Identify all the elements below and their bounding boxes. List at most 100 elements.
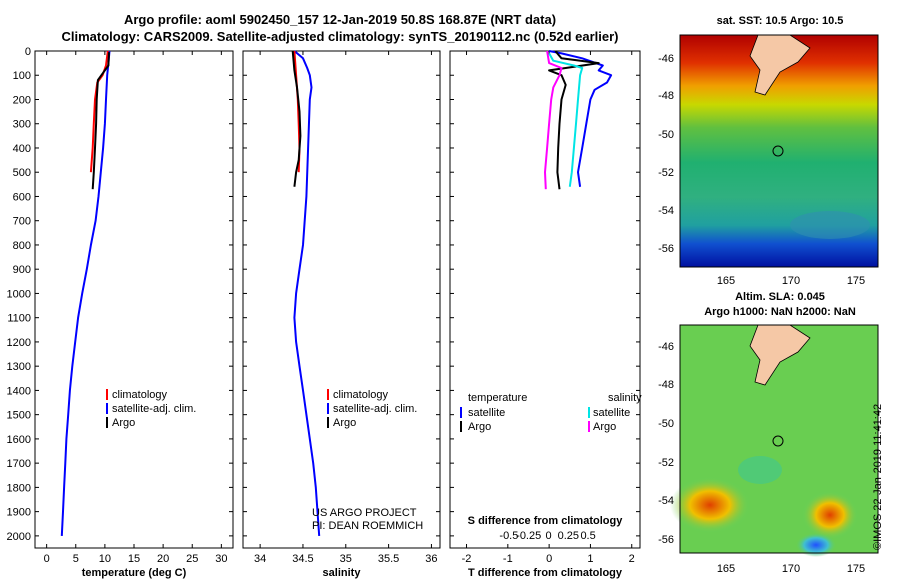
series-line <box>60 50 111 536</box>
legend-title: temperature <box>468 392 527 404</box>
sst-lat-tick: -50 <box>658 129 674 141</box>
plot-frame <box>34 50 234 549</box>
sst-float-marker <box>772 145 784 157</box>
series-line <box>544 50 563 190</box>
y-tick-label: 0 <box>25 46 31 58</box>
sst-lon-tick: 165 <box>717 275 735 287</box>
sst-lat-tick: -56 <box>658 243 674 255</box>
legend-label: satellite <box>593 407 630 419</box>
y-tick-label: 2000 <box>7 531 31 543</box>
x-tick-label: 25 <box>186 553 198 565</box>
y-tick-label: 1700 <box>7 458 31 470</box>
sst-lat-tick: -48 <box>658 90 674 102</box>
plot-frame <box>449 50 641 549</box>
sla-lat-tick: -50 <box>658 418 674 430</box>
x-tick-label: 5 <box>73 553 79 565</box>
sst-map-title: sat. SST: 10.5 Argo: 10.5 <box>716 15 844 27</box>
x-axis-label-2: S difference from climatology <box>468 515 624 527</box>
x2-tick-label: 0.25 <box>558 530 579 542</box>
y-tick-label: 500 <box>13 167 31 179</box>
x-tick-label: -1 <box>503 553 513 565</box>
legend-label: satellite <box>468 407 505 419</box>
y-tick-label: 100 <box>13 70 31 82</box>
satellite-maps: -46 -48 -50 -52 -54 -56 165 170 175 -46 … <box>658 34 879 575</box>
x-tick-label: 20 <box>157 553 169 565</box>
series-line <box>89 50 109 173</box>
sla-lon-tick: 170 <box>782 563 800 575</box>
y-tick-label: 400 <box>13 143 31 155</box>
sst-lon-ticks: 165 170 175 <box>717 275 865 287</box>
sla-lon-tick: 165 <box>717 563 735 575</box>
legend-label: climatology <box>333 389 389 401</box>
legend-label: climatology <box>112 389 168 401</box>
sst-lat-tick: -54 <box>658 205 674 217</box>
x2-tick-label: 0 <box>545 530 551 542</box>
x-tick-label: 34.5 <box>292 553 313 565</box>
series-line <box>293 50 321 536</box>
sla-lat-tick: -48 <box>658 379 674 391</box>
x-tick-label: -2 <box>462 553 472 565</box>
series-line <box>548 50 613 187</box>
x-tick-label: 1 <box>587 553 593 565</box>
title-line-2: Climatology: CARS2009. Satellite-adjuste… <box>61 29 619 44</box>
sst-map <box>679 34 879 268</box>
y-tick-label: 1100 <box>7 313 31 325</box>
legend-label: Argo <box>593 421 616 433</box>
plot-frame <box>242 50 441 549</box>
x-tick-label: 0 <box>44 553 50 565</box>
y-tick-label: 1800 <box>7 482 31 494</box>
legend-label: Argo <box>333 417 356 429</box>
sla-map <box>670 324 879 557</box>
x-tick-label: 10 <box>99 553 111 565</box>
sla-lon-ticks: 165 170 175 <box>717 563 865 575</box>
sla-lat-tick: -46 <box>658 341 674 353</box>
sla-float-marker <box>772 435 784 447</box>
sla-lat-ticks: -46 -48 -50 -52 -54 -56 <box>658 341 674 546</box>
sla-lat-tick: -52 <box>658 457 674 469</box>
x-tick-label: 34 <box>254 553 266 565</box>
series-line <box>291 50 302 187</box>
y-tick-label: 1400 <box>7 385 31 397</box>
y-tick-label: 1600 <box>7 434 31 446</box>
legend-label: Argo <box>468 421 491 433</box>
y-tick-label: 1900 <box>7 507 31 519</box>
legend-label: satellite-adj. clim. <box>333 403 417 415</box>
pi-credit: PI: DEAN ROEMMICH <box>312 520 424 532</box>
legend-title: salinity <box>608 392 642 404</box>
x-tick-label: 30 <box>215 553 227 565</box>
project-credit: US ARGO PROJECT <box>312 507 417 519</box>
imos-timestamp: ©IMOS 22-Jan-2019 11:41:42 <box>872 403 884 550</box>
sst-lon-tick: 170 <box>782 275 800 287</box>
x-tick-label: 35.5 <box>378 553 399 565</box>
legend-label: Argo <box>112 417 135 429</box>
x-axis-label: temperature (deg C) <box>82 567 187 579</box>
x2-tick-label: -0.25 <box>516 530 541 542</box>
y-tick-label: 1300 <box>7 361 31 373</box>
x2-tick-label: 0.5 <box>580 530 595 542</box>
sst-lat-ticks: -46 -48 -50 -52 -54 -56 <box>658 53 674 255</box>
series-line <box>91 52 110 190</box>
legend-label: satellite-adj. clim. <box>112 403 196 415</box>
y-tick-label: 1000 <box>7 288 31 300</box>
x-tick-label: 2 <box>629 553 635 565</box>
x-axis-label: salinity <box>323 567 362 579</box>
x-axis-label: T difference from climatology <box>468 567 623 579</box>
sla-map-title-1: Altim. SLA: 0.045 <box>735 291 825 303</box>
sst-lon-tick: 175 <box>847 275 865 287</box>
x-tick-label: 36 <box>425 553 437 565</box>
y-tick-label: 700 <box>13 216 31 228</box>
x-tick-label: 15 <box>128 553 140 565</box>
y-tick-label: 200 <box>13 94 31 106</box>
sla-lat-tick: -54 <box>658 495 674 507</box>
sst-lat-tick: -52 <box>658 167 674 179</box>
sla-lon-tick: 175 <box>847 563 865 575</box>
series-line <box>548 52 584 187</box>
sla-lat-tick: -56 <box>658 534 674 546</box>
y-tick-label: 900 <box>13 264 31 276</box>
y-tick-label: 1200 <box>7 337 31 349</box>
y-tick-label: 1500 <box>7 410 31 422</box>
x-tick-label: 35 <box>340 553 352 565</box>
sst-lat-tick: -46 <box>658 53 674 65</box>
series-line <box>548 50 600 190</box>
title-line-1: Argo profile: aoml 5902450_157 12-Jan-20… <box>123 12 557 27</box>
